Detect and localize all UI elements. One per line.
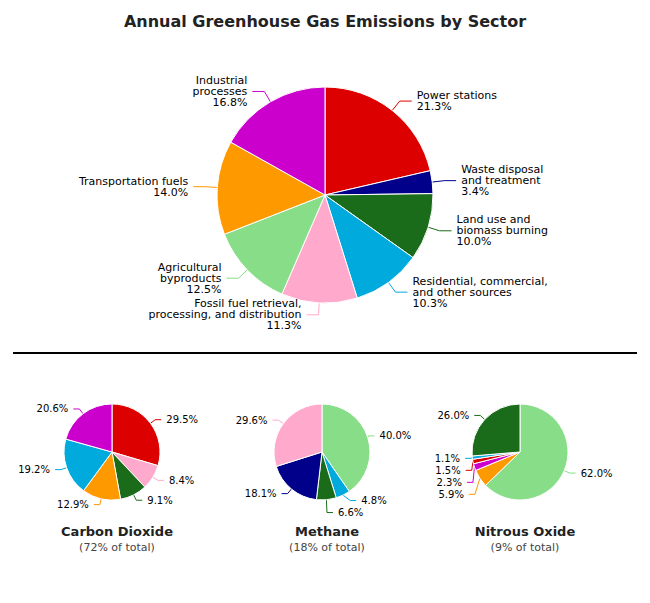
svg-text:Nitrous Oxide: Nitrous Oxide <box>475 524 576 539</box>
svg-text:1.5%: 1.5% <box>435 465 460 476</box>
svg-text:4.8%: 4.8% <box>361 495 386 506</box>
svg-text:byproducts: byproducts <box>160 271 222 285</box>
svg-text:and other sources: and other sources <box>412 285 512 299</box>
svg-text:3.4%: 3.4% <box>461 185 489 198</box>
svg-text:(18% of total): (18% of total) <box>289 541 365 554</box>
svg-text:(9% of total): (9% of total) <box>491 541 560 554</box>
svg-text:12.5%: 12.5% <box>187 283 222 296</box>
svg-text:2.3%: 2.3% <box>437 477 462 488</box>
svg-text:Fossil fuel retrieval,: Fossil fuel retrieval, <box>194 297 302 311</box>
svg-text:Transportation fuels: Transportation fuels <box>79 174 189 188</box>
svg-text:18.1%: 18.1% <box>245 488 277 499</box>
svg-text:processes: processes <box>192 85 248 98</box>
svg-text:Carbon Dioxide: Carbon Dioxide <box>61 524 173 539</box>
svg-text:and treatment: and treatment <box>461 174 541 188</box>
svg-text:29.5%: 29.5% <box>166 414 198 425</box>
svg-text:6.6%: 6.6% <box>338 507 363 518</box>
svg-text:10.0%: 10.0% <box>457 235 492 248</box>
svg-text:biomass burning: biomass burning <box>456 224 548 238</box>
svg-text:Power stations: Power stations <box>416 89 497 103</box>
svg-text:10.3%: 10.3% <box>412 297 447 310</box>
svg-text:Residential, commercial,: Residential, commercial, <box>412 274 548 288</box>
svg-text:21.3%: 21.3% <box>417 100 452 113</box>
svg-text:62.0%: 62.0% <box>581 468 613 479</box>
svg-text:19.2%: 19.2% <box>18 464 50 475</box>
svg-text:26.0%: 26.0% <box>437 410 469 421</box>
svg-text:16.8%: 16.8% <box>212 96 247 109</box>
svg-text:1.1%: 1.1% <box>435 453 460 464</box>
svg-text:5.9%: 5.9% <box>438 489 463 500</box>
svg-text:Agricultural: Agricultural <box>157 260 222 274</box>
svg-text:Land use and: Land use and <box>456 213 531 227</box>
svg-text:29.6%: 29.6% <box>236 415 268 426</box>
svg-text:11.3%: 11.3% <box>267 319 302 332</box>
svg-text:40.0%: 40.0% <box>380 430 412 441</box>
svg-text:Methane: Methane <box>295 524 359 539</box>
svg-text:Annual Greenhouse Gas Emission: Annual Greenhouse Gas Emissions by Secto… <box>124 12 526 31</box>
svg-text:20.6%: 20.6% <box>37 403 69 414</box>
svg-text:Waste disposal: Waste disposal <box>461 163 544 177</box>
svg-text:(72% of total): (72% of total) <box>79 541 155 554</box>
svg-text:processing, and distribution: processing, and distribution <box>148 308 302 322</box>
svg-text:12.9%: 12.9% <box>57 499 89 510</box>
svg-text:14.0%: 14.0% <box>153 186 188 199</box>
svg-text:8.4%: 8.4% <box>169 475 194 486</box>
svg-text:9.1%: 9.1% <box>147 495 172 506</box>
svg-text:Industrial: Industrial <box>195 74 248 87</box>
